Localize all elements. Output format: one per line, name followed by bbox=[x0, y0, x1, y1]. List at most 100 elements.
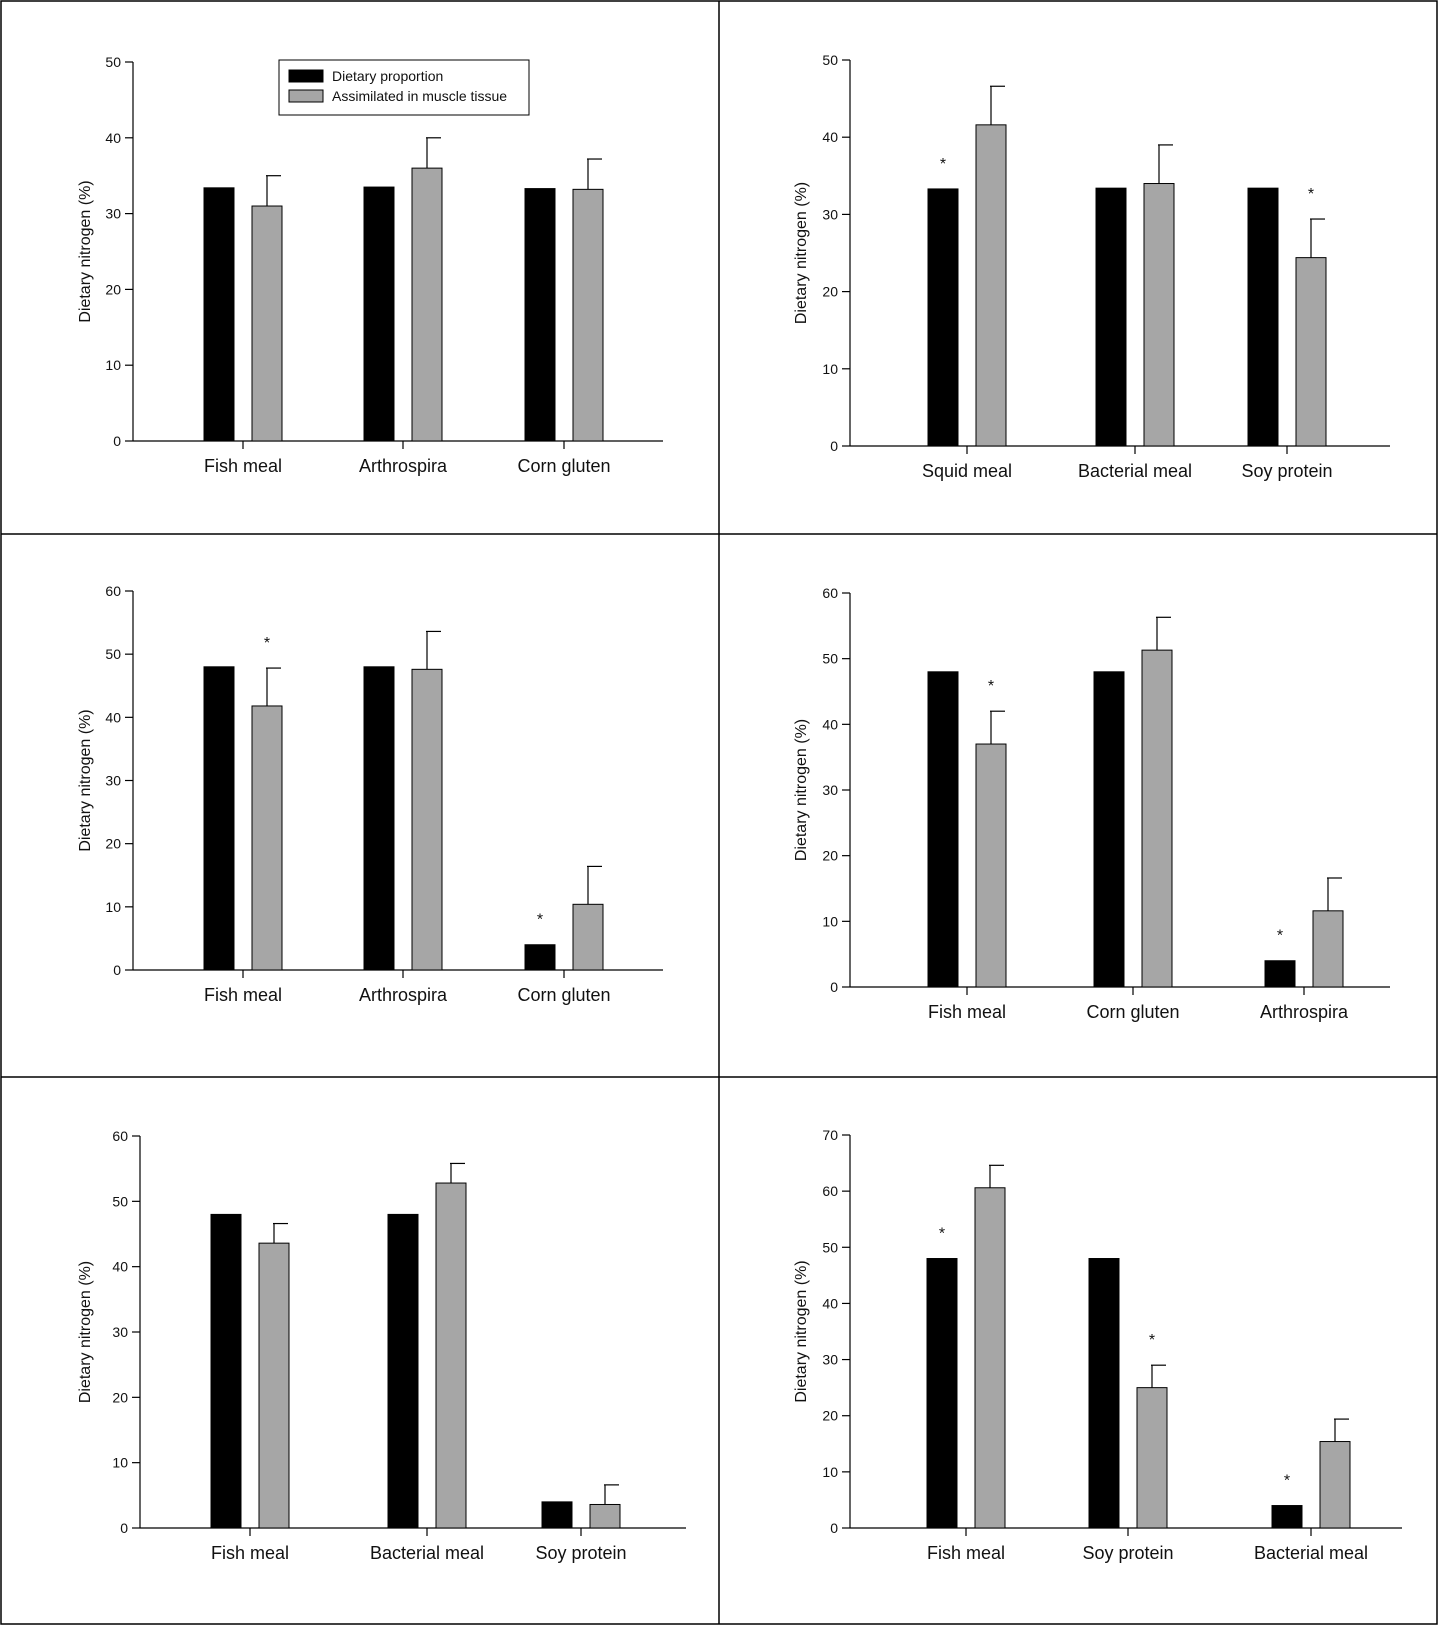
y-tick-label: 50 bbox=[112, 1193, 128, 1209]
category-label: Fish meal bbox=[204, 456, 282, 476]
bar-dietary-proportion bbox=[363, 666, 395, 971]
category-label: Arthrospira bbox=[359, 985, 448, 1005]
significance-star: * bbox=[1308, 186, 1314, 203]
bar-dietary-proportion bbox=[1093, 671, 1125, 988]
chart-panels: 0 10 20 30 40 50 Dietary nitrogen (%) Fish meal… bbox=[77, 52, 1402, 1563]
bar-assimilated bbox=[572, 188, 604, 442]
bar-assimilated bbox=[974, 1187, 1006, 1529]
y-tick-label: 60 bbox=[822, 1183, 838, 1199]
bar-assimilated bbox=[589, 1503, 621, 1529]
category-label: Squid meal bbox=[922, 461, 1012, 481]
significance-star: * bbox=[1149, 1332, 1155, 1349]
y-tick-label: 10 bbox=[822, 361, 838, 377]
bar-dietary-proportion bbox=[926, 1258, 958, 1529]
category-label: Fish meal bbox=[928, 1002, 1006, 1022]
y-tick-label: 40 bbox=[822, 716, 838, 732]
y-tick-label: 30 bbox=[105, 206, 121, 222]
significance-star: * bbox=[264, 635, 270, 652]
bar-dietary-proportion bbox=[1095, 187, 1127, 447]
bar-dietary-proportion bbox=[524, 944, 556, 971]
y-tick-label: 70 bbox=[822, 1127, 838, 1143]
category-label: Corn gluten bbox=[517, 456, 610, 476]
y-tick-label: 50 bbox=[822, 1239, 838, 1255]
bar-assimilated bbox=[251, 705, 283, 971]
y-axis-label: Dietary nitrogen (%) bbox=[77, 709, 94, 851]
significance-star: * bbox=[988, 678, 994, 695]
y-tick-label: 30 bbox=[112, 1324, 128, 1340]
bar-assimilated bbox=[1295, 257, 1327, 447]
y-tick-label: 10 bbox=[112, 1455, 128, 1471]
significance-star: * bbox=[939, 1226, 945, 1243]
bar-assimilated bbox=[975, 743, 1007, 988]
category-label: Fish meal bbox=[204, 985, 282, 1005]
bar-assimilated bbox=[1141, 649, 1173, 988]
category-label: Fish meal bbox=[927, 1543, 1005, 1563]
chart-panel-5: 0 10 20 30 40 50 60 Dietary nitrogen (%) Fish me… bbox=[77, 1128, 686, 1563]
y-tick-label: 20 bbox=[112, 1389, 128, 1405]
y-tick-label: 40 bbox=[105, 130, 121, 146]
bar-assimilated bbox=[411, 668, 443, 971]
chart-panel-3: 0 10 20 30 40 50 60 Dietary nitrogen (%) Fish me… bbox=[77, 583, 663, 1005]
bar-dietary-proportion bbox=[203, 666, 235, 971]
category-label: Arthrospira bbox=[359, 456, 448, 476]
y-tick-label: 40 bbox=[112, 1259, 128, 1275]
bar-dietary-proportion bbox=[387, 1213, 419, 1529]
chart-panel-1: 0 10 20 30 40 50 Dietary nitrogen (%) Fish meal… bbox=[77, 54, 663, 476]
bar-dietary-proportion bbox=[927, 671, 959, 988]
legend-label: Assimilated in muscle tissue bbox=[332, 88, 507, 104]
legend-label: Dietary proportion bbox=[332, 68, 443, 84]
chart-panel-2: 0 10 20 30 40 50 Dietary nitrogen (%) Squid mea… bbox=[793, 52, 1390, 481]
y-tick-label: 0 bbox=[113, 433, 121, 449]
y-tick-label: 60 bbox=[112, 1128, 128, 1144]
y-tick-label: 30 bbox=[105, 773, 121, 789]
bar-assimilated bbox=[1312, 910, 1344, 988]
bar-assimilated bbox=[1319, 1441, 1351, 1529]
bar-dietary-proportion bbox=[1271, 1505, 1303, 1529]
y-tick-label: 0 bbox=[830, 979, 838, 995]
y-tick-label: 50 bbox=[822, 52, 838, 68]
y-tick-label: 20 bbox=[822, 1408, 838, 1424]
bar-assimilated bbox=[975, 124, 1007, 447]
significance-star: * bbox=[537, 912, 543, 929]
y-tick-label: 10 bbox=[822, 913, 838, 929]
y-tick-label: 20 bbox=[822, 284, 838, 300]
chart-panel-4: 0 10 20 30 40 50 60 Dietary nitrogen (%) Fish me… bbox=[793, 585, 1390, 1022]
y-tick-label: 50 bbox=[822, 651, 838, 667]
category-label: Bacterial meal bbox=[1254, 1543, 1368, 1563]
y-tick-label: 0 bbox=[830, 1520, 838, 1536]
significance-star: * bbox=[1277, 928, 1283, 945]
y-tick-label: 0 bbox=[113, 962, 121, 978]
significance-star: * bbox=[1284, 1473, 1290, 1490]
y-tick-label: 30 bbox=[822, 206, 838, 222]
y-tick-label: 0 bbox=[830, 438, 838, 454]
y-tick-label: 20 bbox=[822, 848, 838, 864]
y-axis-label: Dietary nitrogen (%) bbox=[793, 182, 810, 324]
y-tick-label: 40 bbox=[822, 1295, 838, 1311]
y-tick-label: 10 bbox=[105, 899, 121, 915]
bar-dietary-proportion bbox=[363, 186, 395, 442]
bar-assimilated bbox=[1143, 183, 1175, 447]
y-axis-label: Dietary nitrogen (%) bbox=[793, 719, 810, 861]
y-tick-label: 40 bbox=[822, 129, 838, 145]
y-tick-label: 0 bbox=[120, 1520, 128, 1536]
chart-panel-6: 0 10 20 30 40 50 60 70 Dietary nitrogen (%) Fish … bbox=[793, 1127, 1402, 1563]
legend: Dietary proportion Assimilated in muscle … bbox=[278, 59, 530, 116]
y-tick-label: 10 bbox=[105, 357, 121, 373]
legend-box bbox=[278, 59, 530, 116]
bar-assimilated bbox=[1136, 1387, 1168, 1529]
y-tick-label: 60 bbox=[105, 583, 121, 599]
category-label: Fish meal bbox=[211, 1543, 289, 1563]
y-axis-label: Dietary nitrogen (%) bbox=[77, 1261, 94, 1403]
bar-dietary-proportion bbox=[524, 188, 556, 442]
y-tick-label: 50 bbox=[105, 646, 121, 662]
bar-dietary-proportion bbox=[927, 188, 959, 447]
y-axis-label: Dietary nitrogen (%) bbox=[77, 180, 94, 322]
y-tick-label: 40 bbox=[105, 709, 121, 725]
y-tick-label: 30 bbox=[822, 782, 838, 798]
y-tick-label: 30 bbox=[822, 1352, 838, 1368]
category-label: Soy protein bbox=[1082, 1543, 1173, 1563]
bar-dietary-proportion bbox=[1264, 960, 1296, 988]
category-label: Soy protein bbox=[1241, 461, 1332, 481]
